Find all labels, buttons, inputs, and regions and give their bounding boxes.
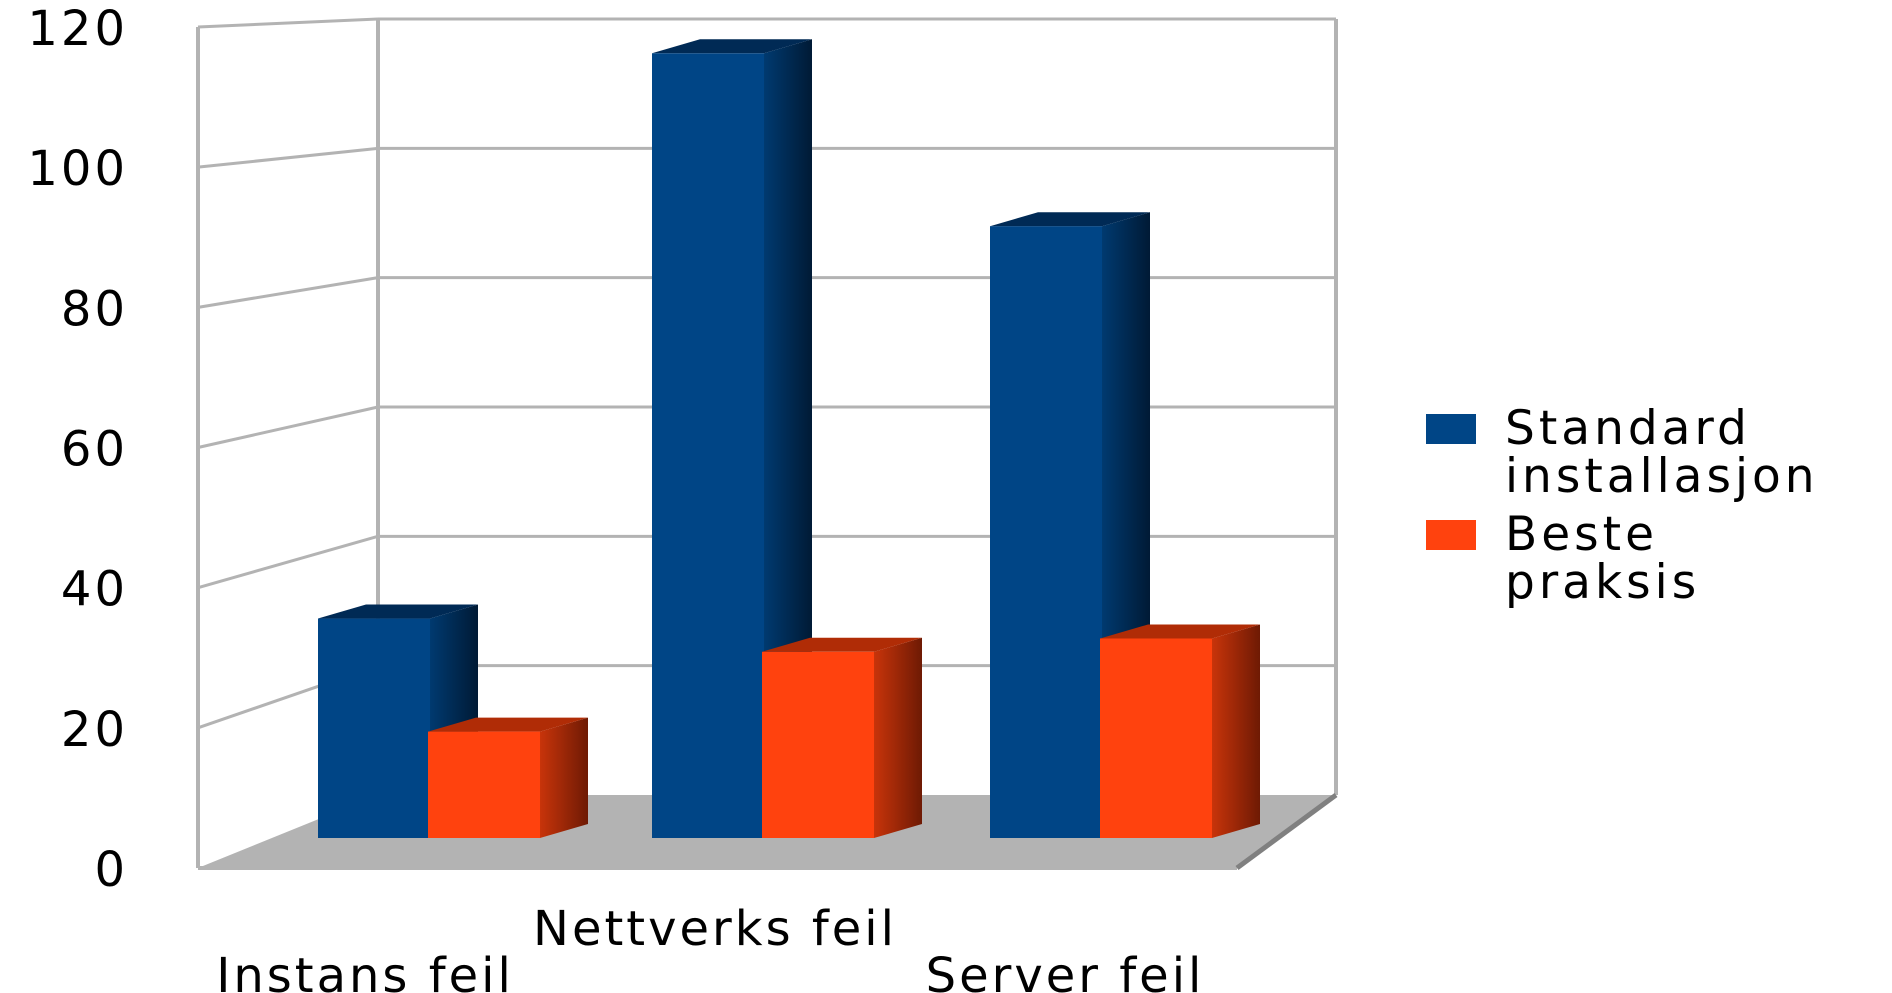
- gridline-side: [197, 17, 379, 29]
- bar-side: [1212, 624, 1260, 838]
- y-tick-label: 20: [61, 702, 128, 758]
- legend-label: installasjon: [1505, 449, 1819, 504]
- gridline-side: [197, 146, 379, 169]
- bar-side: [874, 637, 922, 838]
- bar-top: [318, 604, 478, 619]
- bar: [762, 637, 922, 838]
- bar: [990, 212, 1150, 838]
- legend-label: Standard: [1505, 401, 1751, 456]
- bar-top: [990, 212, 1150, 227]
- bar-front: [652, 53, 764, 839]
- x-category-label: Instans feil: [216, 948, 514, 993]
- legend-label: praksis: [1505, 555, 1700, 610]
- bar-front: [1100, 638, 1212, 838]
- bar-top: [428, 717, 588, 732]
- gridline-side: [197, 276, 379, 309]
- y-tick-label: 60: [61, 422, 128, 478]
- bar-front: [428, 731, 540, 838]
- y-axis-tick-labels: 0 20 40 60 80 100 120: [27, 1, 128, 898]
- bar-front: [762, 651, 874, 838]
- legend-swatch: [1426, 414, 1476, 444]
- category-labels: Instans feil Nettverks feil Server feil: [216, 901, 1205, 993]
- bar: [1100, 624, 1260, 838]
- bar-side: [764, 39, 812, 839]
- y-tick-label: 40: [61, 562, 128, 618]
- bar: [652, 39, 812, 839]
- bar-top: [652, 39, 812, 54]
- bar-top: [1100, 624, 1260, 639]
- x-category-label: Server feil: [926, 948, 1205, 993]
- bars: [318, 39, 1260, 839]
- y-tick-label: 80: [61, 281, 128, 337]
- bar: [428, 717, 588, 838]
- bar-front: [990, 226, 1102, 838]
- bar-front: [318, 618, 430, 838]
- legend-swatch: [1426, 520, 1476, 550]
- x-category-label: Nettverks feil: [533, 901, 897, 957]
- bar-top: [762, 637, 922, 652]
- y-tick-label: 100: [27, 141, 128, 197]
- y-tick-label: 120: [27, 1, 128, 57]
- y-tick-label: 0: [94, 842, 128, 898]
- bar-side: [540, 717, 588, 838]
- gridline-side: [197, 534, 379, 590]
- legend-label: Beste: [1505, 507, 1658, 562]
- gridline-side: [197, 405, 379, 449]
- gridlines: [197, 17, 1336, 730]
